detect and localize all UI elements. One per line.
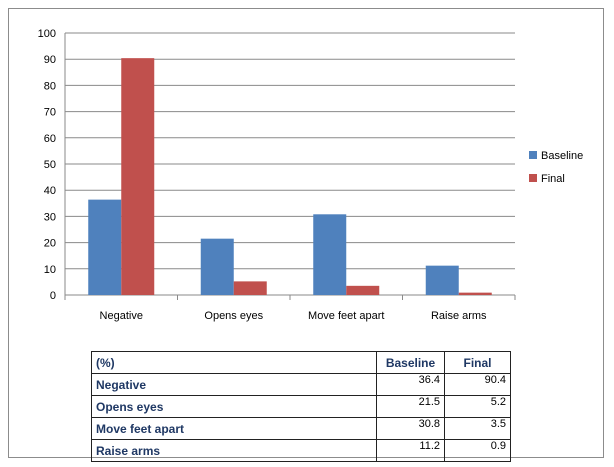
legend-swatch — [529, 151, 537, 159]
bar — [121, 58, 155, 295]
y-tick-label: 50 — [44, 159, 56, 171]
y-tick-label: 10 — [44, 264, 56, 276]
category-label: Negative — [100, 310, 143, 322]
cell-final: 0.9 — [444, 439, 511, 462]
cell-baseline: 36.4 — [376, 373, 445, 396]
table-row: Move feet apart 30.8 3.5 — [91, 417, 511, 440]
y-tick-label: 60 — [44, 133, 56, 145]
y-tick-label: 100 — [38, 28, 56, 40]
table-row: Negative 36.4 90.4 — [91, 373, 511, 396]
legend-label: Final — [541, 173, 565, 185]
category-label: Opens eyes — [204, 310, 263, 322]
y-tick-label: 80 — [44, 80, 56, 92]
bar — [88, 199, 122, 295]
cell-baseline: 30.8 — [376, 417, 445, 440]
row-label: Opens eyes — [91, 395, 377, 418]
table-corner-label: (%) — [91, 351, 377, 374]
header-baseline: Baseline — [376, 351, 445, 374]
row-label: Negative — [91, 373, 377, 396]
y-tick-label: 0 — [50, 290, 56, 302]
y-tick-label: 20 — [44, 238, 56, 250]
header-final: Final — [444, 351, 511, 374]
cell-baseline: 11.2 — [376, 439, 445, 462]
chart-frame: 0 10 20 30 40 50 60 70 80 90 100 Negative Opens eyes… — [8, 8, 604, 462]
data-table: (%) Baseline Final Negative 36.4 90.4 Op… — [91, 351, 511, 462]
y-tick-label: 70 — [44, 107, 56, 119]
cell-final: 5.2 — [444, 395, 511, 418]
legend-label: Baseline — [541, 150, 583, 162]
row-label: Move feet apart — [91, 417, 377, 440]
bar — [458, 292, 492, 295]
y-tick-label: 40 — [44, 185, 56, 197]
y-tick-label: 90 — [44, 54, 56, 66]
legend-swatch — [529, 174, 537, 182]
row-label: Raise arms — [91, 439, 377, 462]
y-tick-label: 30 — [44, 211, 56, 223]
bar — [313, 214, 347, 295]
cell-final: 3.5 — [444, 417, 511, 440]
table-row: Raise arms 11.2 0.9 — [91, 439, 511, 462]
cell-final: 90.4 — [444, 373, 511, 396]
category-label: Move feet apart — [308, 310, 384, 322]
category-label: Raise arms — [431, 310, 487, 322]
bar — [425, 265, 459, 295]
bar — [346, 285, 380, 295]
bar — [233, 281, 267, 295]
table-row: Opens eyes 21.5 5.2 — [91, 395, 511, 418]
bar — [200, 238, 234, 295]
cell-baseline: 21.5 — [376, 395, 445, 418]
table-header-row: (%) Baseline Final — [91, 351, 511, 374]
bar-chart: 0 10 20 30 40 50 60 70 80 90 100 Negative Opens eyes… — [38, 28, 584, 322]
